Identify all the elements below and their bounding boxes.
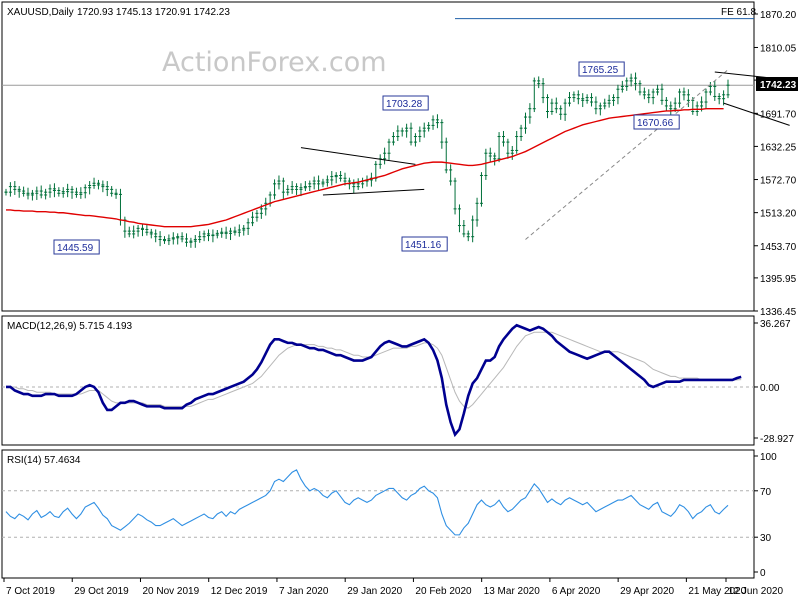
price-annotation-box xyxy=(53,239,100,255)
price-header-symbol: XAUUSD,Daily xyxy=(7,7,74,18)
macd-main-line xyxy=(6,323,742,438)
price-ytick-label: 1336.45 xyxy=(760,307,797,318)
dashed-support-line xyxy=(525,69,729,240)
x-tick-label: 20 Nov 2019 xyxy=(142,586,199,597)
x-axis: 7 Oct 2019 29 Oct 2019 20 Nov 2019 12 Dec 2… xyxy=(3,578,783,597)
x-tick-label: 12 Dec 2019 xyxy=(211,586,268,597)
x-tick-label: 20 Feb 2020 xyxy=(415,586,472,597)
rsi-line xyxy=(5,469,729,536)
x-tick-label: 21 May 2020 xyxy=(688,586,746,597)
price-annotation-box xyxy=(633,114,680,130)
x-tick-label: 7 Jan 2020 xyxy=(279,586,329,597)
x-tick-label: 29 Oct 2019 xyxy=(74,586,129,597)
macd-title: MACD(12,26,9) 5.715 4.193 xyxy=(7,321,133,332)
price-header-ohlc: 1720.93 1745.13 1720.91 1742.23 xyxy=(77,7,230,18)
rsi-title: RSI(14) 57.4634 xyxy=(7,455,81,466)
trendlines xyxy=(300,69,790,240)
rsi-panel xyxy=(1,449,755,579)
candle-series xyxy=(4,72,730,248)
triangle-upper-line xyxy=(300,147,416,165)
price-annotation-label: 1445.59 xyxy=(57,243,94,254)
x-tick-label: 13 Mar 2020 xyxy=(484,586,541,597)
x-tick-label: 7 Oct 2019 xyxy=(6,586,55,597)
price-ytick-label: 1453.70 xyxy=(760,242,797,253)
x-tick-label: 12 Jun 2020 xyxy=(728,586,783,597)
rsi-ytick-label: 0 xyxy=(760,568,766,579)
fe-label: FE 61.8 xyxy=(721,7,756,18)
wedge-lower-line xyxy=(723,102,790,126)
moving-average-line xyxy=(6,108,724,228)
price-annotation-label: 1670.66 xyxy=(637,118,674,129)
price-ytick-label: 1691.70 xyxy=(760,109,797,120)
price-ytick-label: 1395.95 xyxy=(760,274,797,285)
price-ytick-label: 1810.05 xyxy=(760,43,797,54)
macd-ytick-label: -28.927 xyxy=(760,434,794,445)
rsi-ytick-label: 70 xyxy=(760,487,772,498)
macd-panel xyxy=(1,315,755,446)
price-panel xyxy=(1,1,755,312)
rsi-ytick-label: 100 xyxy=(760,452,777,463)
price-annotation-box xyxy=(401,236,448,252)
price-annotation-label: 1451.16 xyxy=(405,240,442,251)
price-ytick-label: 1870.20 xyxy=(760,10,797,21)
macd-ytick-label: 36.267 xyxy=(760,319,791,330)
price-annotation-label: 1703.28 xyxy=(386,99,423,110)
rsi-ytick-label: 30 xyxy=(760,533,772,544)
current-price-tag xyxy=(756,77,798,91)
price-ytick-label: 1632.25 xyxy=(760,142,797,153)
x-tick-label: 29 Jan 2020 xyxy=(347,586,402,597)
price-annotation-box xyxy=(382,95,429,111)
price-annotation-box xyxy=(578,61,625,77)
x-tick-label: 6 Apr 2020 xyxy=(552,586,601,597)
watermark: ActionForex.com xyxy=(162,47,387,78)
price-ytick-label: 1513.20 xyxy=(760,209,797,220)
x-tick-label: 29 Apr 2020 xyxy=(620,586,674,597)
triangle-lower-line xyxy=(322,188,425,196)
price-annotation-label: 1765.25 xyxy=(582,65,619,76)
price-ytick-label: 1572.70 xyxy=(760,176,797,187)
macd-ytick-label: 0.00 xyxy=(760,383,780,394)
current-price-value: 1742.23 xyxy=(760,80,797,91)
